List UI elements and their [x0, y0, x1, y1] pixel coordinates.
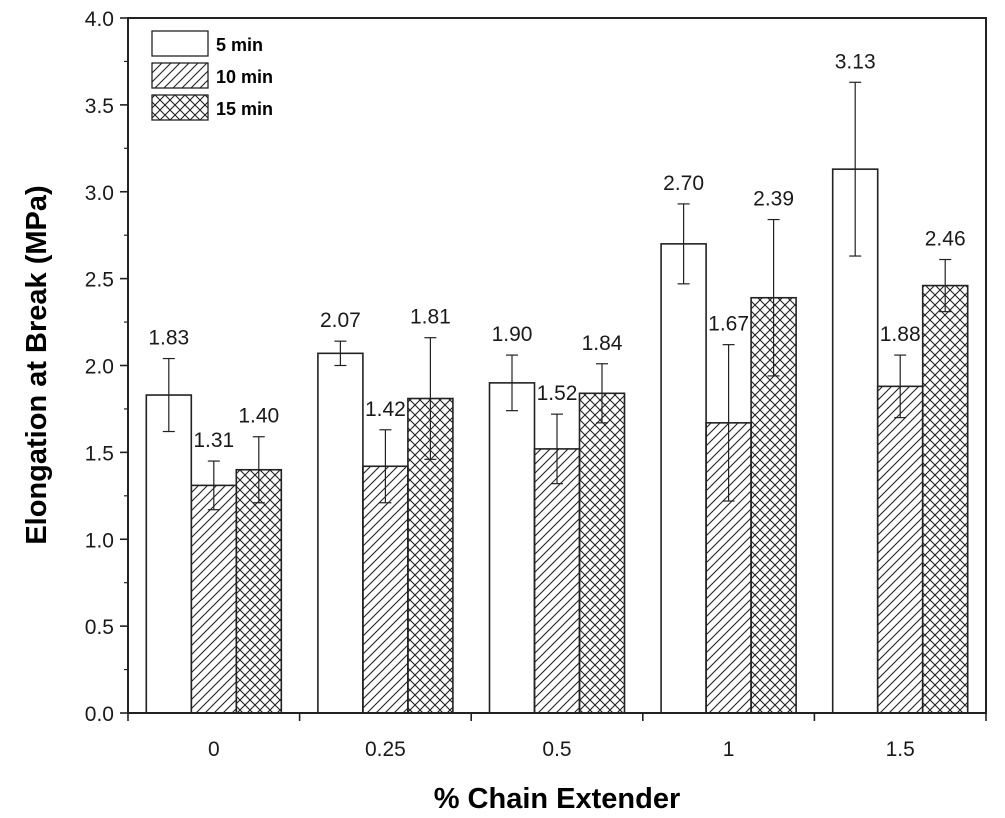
y-tick-label-2-5: 2.5 — [85, 269, 114, 292]
error-bar-cat-1-15-min — [767, 218, 780, 377]
y-tick-label-0-0: 0.0 — [85, 703, 114, 726]
y-tick-label-3-5: 3.5 — [85, 95, 114, 118]
data-label-cat-0-25-10-min: 1.42 — [365, 398, 406, 421]
data-label-cat-0-5-15-min: 1.84 — [582, 332, 623, 355]
legend-swatch-15-min — [151, 94, 209, 121]
bar-cat-1-5-min — [660, 243, 707, 714]
legend-label-10-min: 10 min — [216, 67, 273, 87]
data-label-cat-1-5-min: 2.70 — [663, 172, 704, 195]
data-label-cat-0-25-15-min: 1.81 — [410, 306, 451, 329]
data-label-cat-1-10-min: 1.67 — [708, 313, 749, 336]
error-bar-cat-0-5-5-min — [506, 354, 518, 412]
error-bar-cat-0-10-min — [207, 460, 220, 511]
data-label-cat-0-10-min: 1.31 — [193, 429, 234, 452]
data-label-cat-0-5-min: 1.83 — [148, 327, 189, 350]
axis-layer: 0 0.25 0.5 1 1.5 0.0 0.5 1.0 1.5 2.0 2.5 3.0 3.5 4.0 — [85, 8, 987, 761]
legend: 5 min 10 min 15 min — [151, 30, 273, 121]
bar-cat-0-5-5-min — [488, 382, 536, 714]
x-tick-label-1-5: 1.5 — [886, 738, 915, 761]
error-bar-cat-0-25-15-min — [424, 337, 437, 460]
error-bar-cat-0-5-min — [162, 357, 175, 433]
error-bar-cat-0-5-15-min — [596, 363, 608, 424]
error-bar-cat-1-5-15-min — [939, 258, 952, 313]
y-tick-label-1-5: 1.5 — [85, 442, 114, 465]
data-label-cat-0-5-5-min: 1.90 — [492, 323, 533, 346]
data-label-cat-0-5-10-min: 1.52 — [537, 382, 578, 405]
legend-label-5-min: 5 min — [216, 35, 263, 55]
error-bar-cat-1-5-min — [677, 203, 690, 285]
error-bar-cat-0-25-5-min — [334, 340, 347, 367]
data-label-cat-0-15-min: 1.40 — [238, 405, 279, 428]
error-bar-cat-1-5-5-min — [849, 81, 862, 257]
legend-swatch-5-min — [151, 30, 209, 57]
error-bar-cat-0-25-10-min — [379, 429, 392, 504]
data-label-cat-1-5-15-min: 2.46 — [925, 228, 966, 251]
data-label-cat-1-5-10-min: 1.88 — [880, 323, 921, 346]
error-bar-cat-1-5-10-min — [894, 354, 907, 419]
data-label-cat-0-25-5-min: 2.07 — [320, 309, 361, 332]
data-label-cat-1-5-5-min: 3.13 — [835, 50, 876, 73]
bar-cat-0-10-min — [190, 484, 238, 714]
y-tick-label-3-0: 3.0 — [85, 182, 114, 205]
bar-cat-1-5-15-min — [921, 284, 969, 714]
bar-cat-0-25-5-min — [317, 352, 364, 714]
y-tick-label-1-0: 1.0 — [85, 529, 114, 552]
x-tick-label-0: 0 — [208, 738, 220, 761]
legend-label-15-min: 15 min — [216, 99, 273, 119]
x-tick-label-0-25: 0.25 — [365, 738, 406, 761]
y-tick-label-0-5: 0.5 — [85, 616, 114, 639]
bar-cat-0-5-15-min — [578, 392, 626, 714]
data-labels-layer: 1.83 1.311.40 2.07 1.42 1.81 1.90 1.52 1.84 2.70… — [148, 50, 965, 452]
y-tick-label-2-0: 2.0 — [85, 356, 114, 379]
legend-swatch-10-min — [151, 62, 209, 89]
x-axis-title: % Chain Extender — [434, 783, 681, 815]
data-label-cat-1-15-min: 2.39 — [753, 188, 794, 211]
error-bar-cat-1-10-min — [722, 344, 735, 502]
bar-cat-0-5-min — [145, 394, 193, 714]
error-bar-cat-0-15-min — [252, 436, 265, 504]
x-tick-label-1: 1 — [723, 738, 735, 761]
bar-cat-0-15-min — [235, 468, 283, 714]
bar-cat-0-5-10-min — [533, 448, 581, 714]
error-bar-cat-0-5-10-min — [551, 413, 563, 485]
y-tick-label-4-0: 4.0 — [85, 8, 114, 31]
bar-cat-1-5-10-min — [876, 385, 924, 714]
x-tick-label-0-5: 0.5 — [542, 738, 571, 761]
y-axis-title: Elongation at Break (MPa) — [21, 185, 53, 544]
error-bars-layer — [162, 81, 952, 511]
